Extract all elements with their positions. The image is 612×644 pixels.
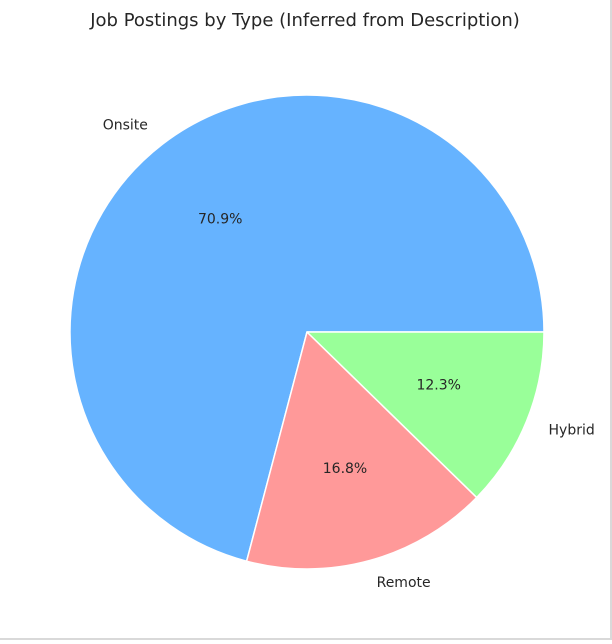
chart-title: Job Postings by Type (Inferred from Desc… (89, 10, 520, 31)
pie-slice-onsite (69, 94, 545, 562)
pie-pct-label-remote: 16.8% (323, 461, 367, 477)
pie-pct-label-onsite: 70.9% (198, 211, 242, 227)
pie-pct-label-hybrid: 12.3% (416, 378, 460, 394)
pie-labels: 70.9% Onsite 16.8% Remote 12.3% Hybrid (103, 118, 595, 592)
pie-category-label-onsite: Onsite (103, 118, 148, 134)
pie-slice-remote (245, 331, 478, 570)
pie-slices (69, 94, 545, 570)
frame-edge-bottom (0, 638, 612, 640)
frame-edge-right (610, 0, 612, 640)
pie-slice-hybrid (306, 331, 545, 499)
pie-category-label-remote: Remote (377, 575, 431, 591)
pie-category-label-hybrid: Hybrid (549, 422, 595, 438)
